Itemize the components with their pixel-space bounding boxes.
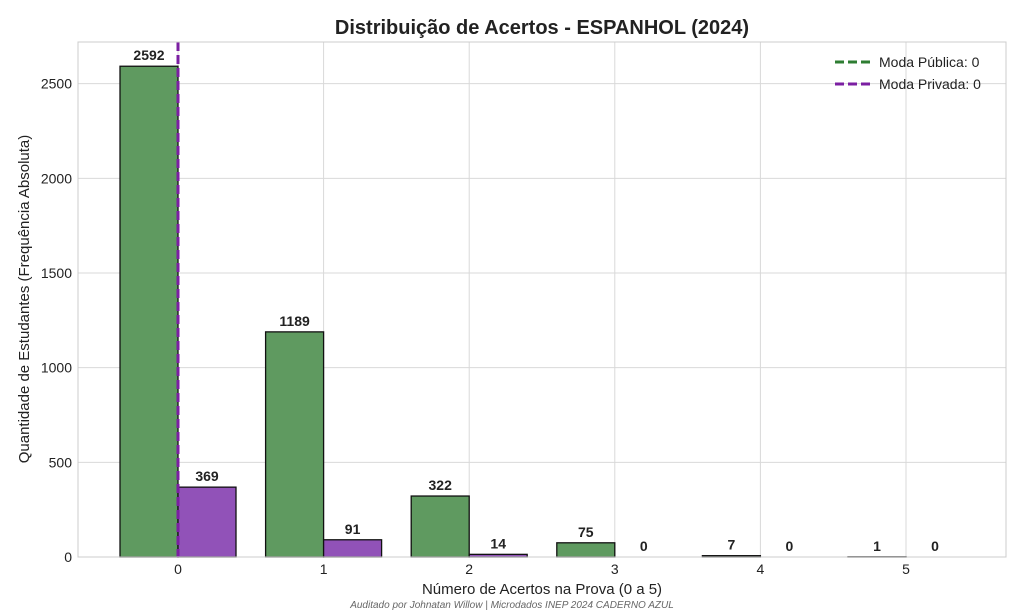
x-tick-label: 0 bbox=[174, 561, 182, 577]
data-label-private: 0 bbox=[931, 538, 939, 554]
x-tick-label: 1 bbox=[320, 561, 328, 577]
credit-note: Auditado por Johnatan Willow | Microdado… bbox=[349, 600, 674, 611]
data-label-public: 75 bbox=[578, 524, 594, 540]
data-label-public: 2592 bbox=[133, 47, 164, 63]
bar-public bbox=[264, 331, 325, 558]
data-label-private: 91 bbox=[345, 521, 361, 537]
data-label-private: 14 bbox=[490, 535, 506, 551]
legend-entry-private: Moda Privada: 0 bbox=[879, 76, 981, 92]
data-label-public: 322 bbox=[429, 477, 453, 493]
y-tick-label: 1500 bbox=[41, 265, 72, 281]
data-label-private: 0 bbox=[786, 538, 794, 554]
y-tick-label: 2500 bbox=[41, 76, 72, 92]
bar-public bbox=[410, 495, 470, 558]
x-tick-label: 5 bbox=[902, 561, 910, 577]
data-label-public: 1189 bbox=[279, 313, 310, 329]
x-tick-label: 4 bbox=[757, 561, 765, 577]
bar-public bbox=[556, 542, 616, 558]
bar-public bbox=[119, 65, 179, 558]
bar-private bbox=[322, 539, 383, 558]
x-axis-label: Número de Acertos na Prova (0 a 5) bbox=[422, 581, 662, 598]
chart-title: Distribuição de Acertos - ESPANHOL (2024… bbox=[335, 17, 749, 39]
y-tick-label: 2000 bbox=[41, 170, 72, 186]
y-tick-label: 500 bbox=[49, 454, 73, 470]
y-axis-label: Quantidade de Estudantes (Frequência Abs… bbox=[16, 135, 33, 464]
labels-layer: 2592 1189 322 75 7 1 369 91 14 0 0 0 bbox=[133, 47, 939, 554]
data-label-private: 0 bbox=[640, 538, 648, 554]
ticks-layer: 0 500 1000 1500 2000 2500 0 1 2 3 4 5 bbox=[41, 76, 910, 577]
grid-layer bbox=[78, 42, 1006, 558]
legend: Moda Pública: 0 Moda Privada: 0 bbox=[835, 54, 981, 92]
x-tick-label: 2 bbox=[465, 561, 473, 577]
y-tick-label: 1000 bbox=[41, 360, 72, 376]
plot-frame bbox=[77, 41, 1007, 558]
data-label-private: 369 bbox=[195, 468, 219, 484]
x-tick-label: 3 bbox=[611, 561, 619, 577]
bars-layer bbox=[119, 65, 964, 558]
bar-private bbox=[177, 486, 237, 558]
legend-entry-public: Moda Pública: 0 bbox=[879, 54, 980, 70]
data-label-public: 1 bbox=[873, 538, 881, 554]
y-tick-label: 0 bbox=[64, 549, 72, 565]
data-label-public: 7 bbox=[728, 537, 736, 553]
